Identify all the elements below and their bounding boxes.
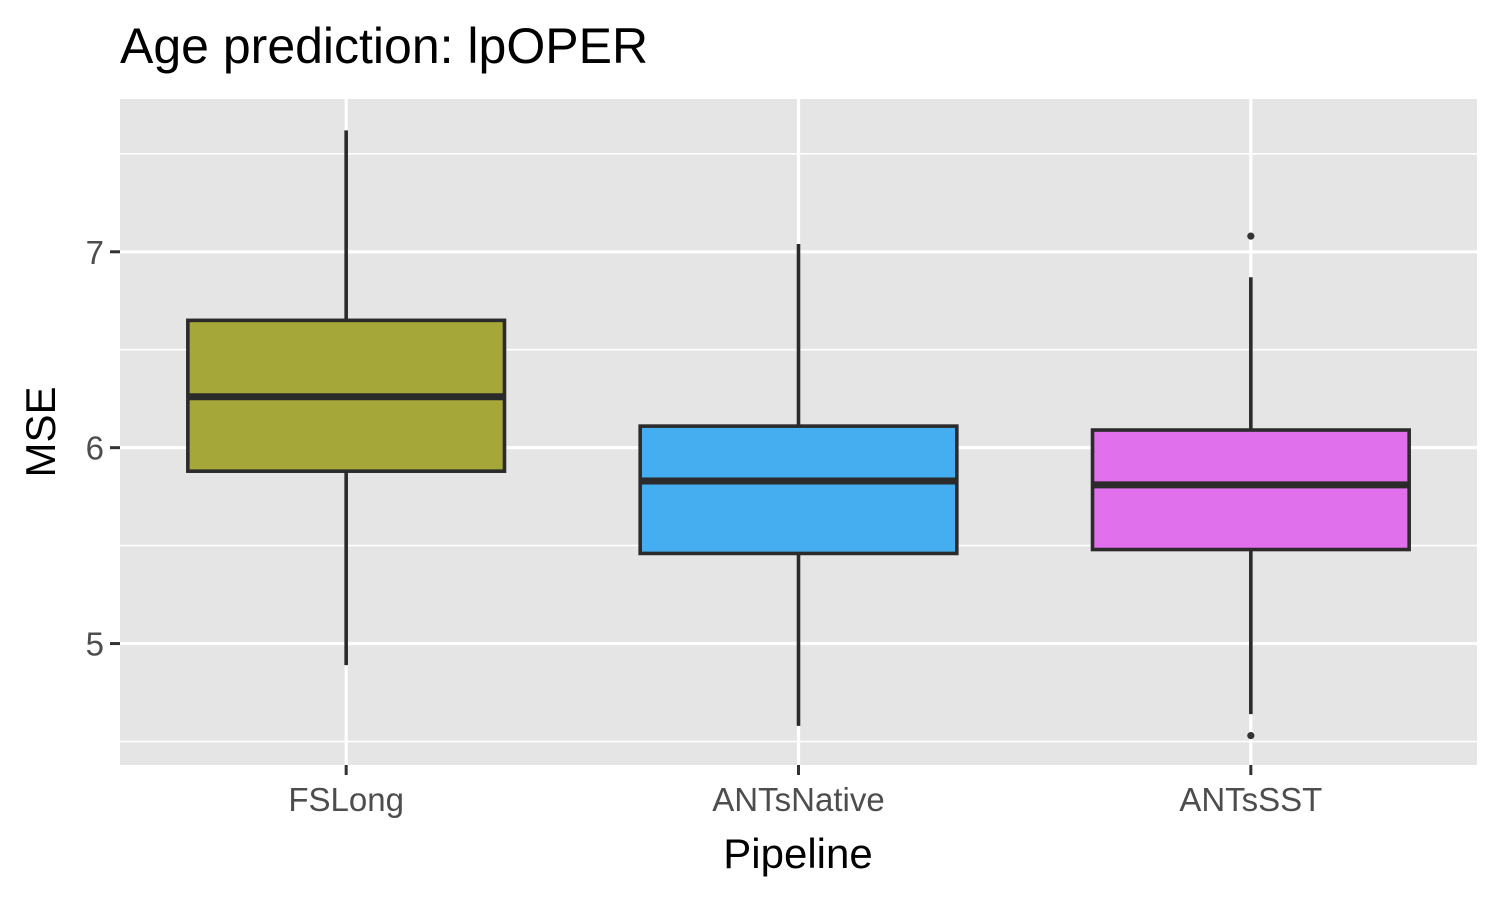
- y-axis-title: MSE: [17, 386, 64, 477]
- y-tick-label: 5: [86, 626, 104, 663]
- y-tick-label: 6: [86, 430, 104, 467]
- x-tick-label: ANTsSST: [1179, 781, 1322, 818]
- boxes: [186, 130, 1411, 740]
- box-iqr: [638, 424, 959, 556]
- y-tick-label: 7: [86, 234, 104, 271]
- outlier-point: [1247, 732, 1255, 740]
- x-axis: FSLong ANTsNative ANTsSST: [288, 765, 1322, 818]
- outlier-point: [1247, 232, 1255, 240]
- chart-title: Age prediction: lpOPER: [120, 18, 648, 74]
- y-axis: 5 6 7: [86, 234, 120, 663]
- box-fslong: [186, 130, 507, 666]
- box-iqr: [1090, 428, 1411, 552]
- box-antssst: [1090, 232, 1411, 740]
- x-tick-label: FSLong: [288, 781, 404, 818]
- box-antsnative: [638, 243, 959, 726]
- x-tick-label: ANTsNative: [712, 781, 884, 818]
- x-axis-title: Pipeline: [723, 830, 872, 877]
